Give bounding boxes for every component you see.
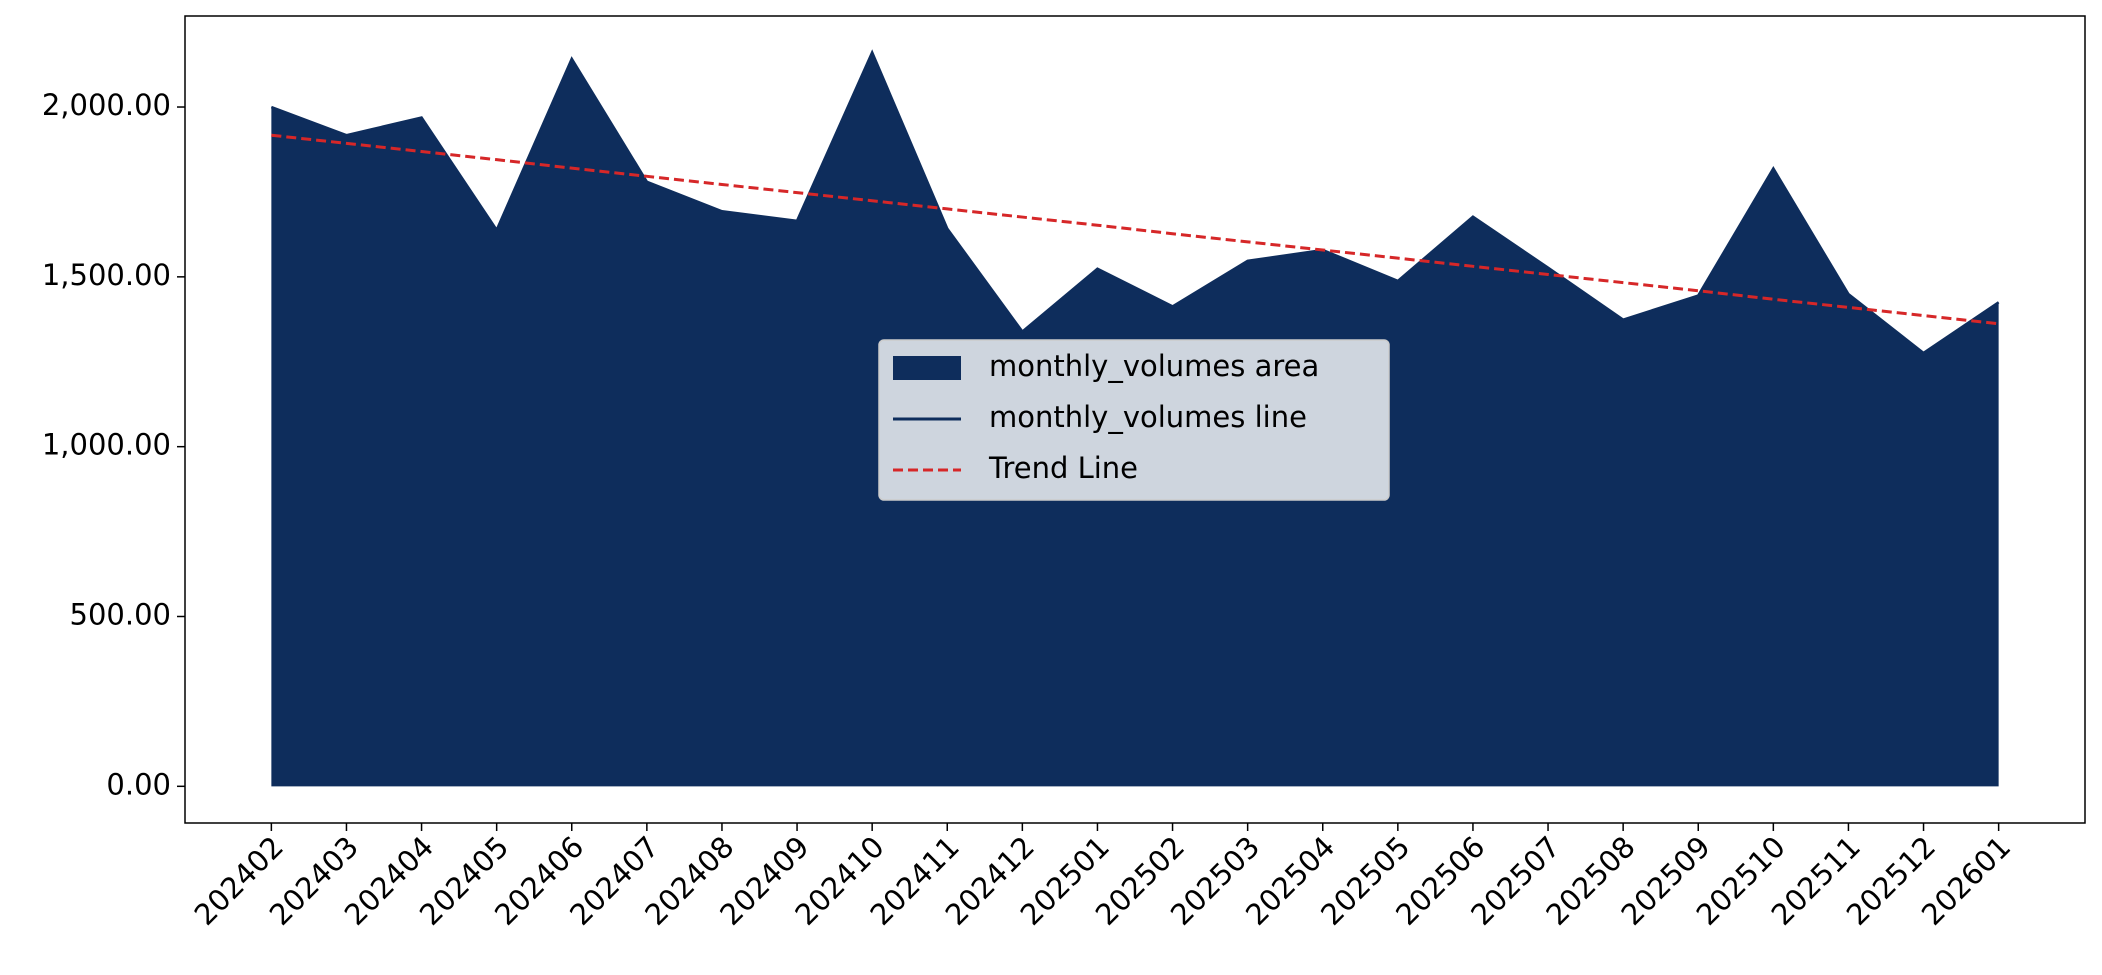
y-tick-label: 0.00 [106, 767, 171, 801]
legend: monthly_volumes area monthly_volumes line… [878, 339, 1390, 501]
y-tick-label: 2,000.00 [42, 88, 171, 122]
legend-box [878, 339, 1390, 501]
legend-label: monthly_volumes line [989, 400, 1307, 434]
line [270, 49, 2000, 355]
legend-label: Trend Line [988, 451, 1138, 485]
legend-swatch [893, 356, 961, 380]
trend-line [271, 133, 1999, 326]
plot-frame [184, 15, 2086, 824]
y-tick-label: 1,500.00 [42, 258, 171, 292]
legend-label: monthly_volumes area [989, 349, 1319, 383]
y-tick-label: 1,000.00 [42, 428, 171, 462]
y-tick-label: 500.00 [70, 597, 171, 631]
